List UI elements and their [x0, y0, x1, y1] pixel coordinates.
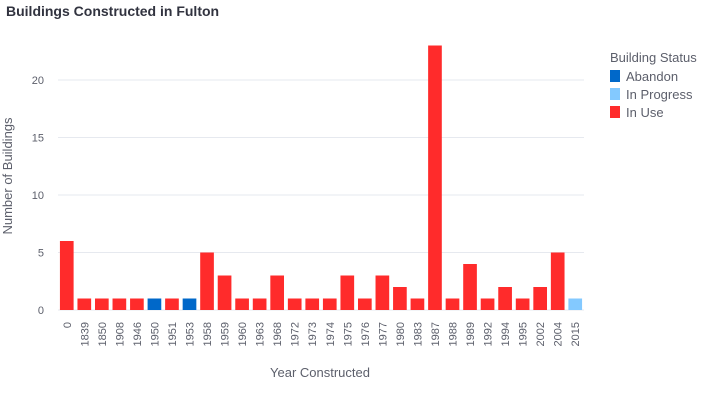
x-tick-label: 1992 [483, 322, 495, 346]
bar-in-use-1977 [375, 275, 390, 310]
x-tick-label: 1994 [500, 322, 512, 346]
y-tick-label: 10 [32, 190, 44, 202]
bar-in-use-1976 [357, 298, 372, 310]
x-tick-label: 1839 [79, 322, 91, 346]
legend: Building Status Abandon In Progress In Use [610, 50, 697, 120]
bar-in-use-2004 [550, 252, 565, 310]
bar-in-use-1960 [235, 298, 249, 310]
x-tick-label: 1983 [412, 322, 424, 346]
x-tick-label: 1974 [325, 322, 337, 346]
bar-in-use-1980 [393, 287, 407, 310]
x-tick-label: 1968 [272, 322, 284, 346]
bar-in-use-1972 [287, 298, 302, 310]
x-tick-label: 2004 [553, 322, 565, 346]
bars [59, 45, 583, 310]
bar-in-use-1974 [322, 298, 337, 310]
bar-in-use-1946 [130, 298, 144, 310]
bar-in-use-0 [59, 241, 74, 310]
bar-in-use-1951 [165, 298, 179, 310]
legend-swatch [610, 106, 620, 118]
y-axis-ticks: 0 5 10 15 20 [32, 75, 44, 317]
bar-in-use-1968 [270, 275, 285, 310]
bar-in-use-1959 [217, 275, 232, 310]
x-axis-title: Year Constructed [270, 365, 370, 380]
bar-in-use-1983 [410, 298, 425, 310]
x-tick-label: 1963 [255, 322, 267, 346]
x-tick-label: 1975 [342, 322, 354, 346]
legend-items: Abandon In Progress In Use [610, 69, 693, 120]
legend-swatch [610, 70, 620, 82]
x-tick-label: 1976 [360, 322, 372, 346]
x-tick-label: 1951 [167, 322, 179, 346]
legend-label: In Progress [626, 87, 693, 102]
chart-title: Buildings Constructed in Fulton [6, 3, 220, 19]
bar-in-use-1973 [305, 298, 320, 310]
x-tick-label: 1973 [307, 322, 319, 346]
x-tick-label: 1972 [290, 322, 302, 346]
bar-in-use-1975 [340, 275, 355, 310]
bar-in-use-1850 [94, 298, 109, 310]
legend-title: Building Status [610, 50, 697, 65]
x-tick-label: 1953 [185, 322, 197, 346]
legend-label: Abandon [626, 69, 678, 84]
y-tick-label: 15 [32, 133, 44, 145]
x-tick-label: 1960 [237, 322, 249, 346]
x-tick-label: 1850 [97, 322, 109, 346]
y-tick-label: 20 [32, 75, 44, 87]
bar-in-use-1994 [498, 287, 512, 310]
bar-in-use-1958 [200, 252, 214, 310]
x-tick-label: 1959 [220, 322, 232, 346]
x-tick-label: 1989 [465, 322, 477, 346]
x-tick-label: 1987 [430, 322, 442, 346]
bar-in-use-1988 [445, 298, 460, 310]
y-axis-title: Number of Buildings [0, 117, 15, 235]
x-axis-ticks: 0 1839 1850 1908 1946 1950 1951 1953 1958 1959 196… [62, 322, 582, 346]
x-tick-label: 0 [62, 322, 74, 328]
bar-abandon-1953 [182, 298, 197, 310]
bar-in-progress-2015 [568, 298, 583, 310]
bar-in-use-1987 [428, 45, 442, 310]
x-tick-label: 1946 [132, 322, 144, 346]
legend-swatch [610, 88, 620, 100]
x-tick-label: 1995 [518, 322, 530, 346]
x-tick-label: 1977 [377, 322, 389, 346]
x-tick-label: 1958 [202, 322, 214, 346]
y-tick-label: 0 [38, 305, 44, 317]
bar-abandon-1950 [147, 298, 162, 310]
bar-in-use-1839 [77, 298, 92, 310]
bar-in-use-1908 [112, 298, 127, 310]
x-tick-label: 2002 [535, 322, 547, 346]
bar-in-use-1989 [463, 264, 477, 310]
x-tick-label: 2015 [570, 322, 582, 346]
bar-in-use-1992 [480, 298, 495, 310]
x-tick-label: 1988 [448, 322, 460, 346]
x-tick-label: 1980 [395, 322, 407, 346]
y-tick-label: 5 [38, 248, 44, 260]
bar-in-use-2002 [533, 287, 548, 310]
bar-in-use-1995 [515, 298, 530, 310]
x-tick-label: 1908 [114, 322, 126, 346]
gridlines [58, 79, 584, 311]
x-tick-label: 1950 [149, 322, 161, 346]
bar-in-use-1963 [252, 298, 267, 310]
legend-label: In Use [626, 105, 664, 120]
